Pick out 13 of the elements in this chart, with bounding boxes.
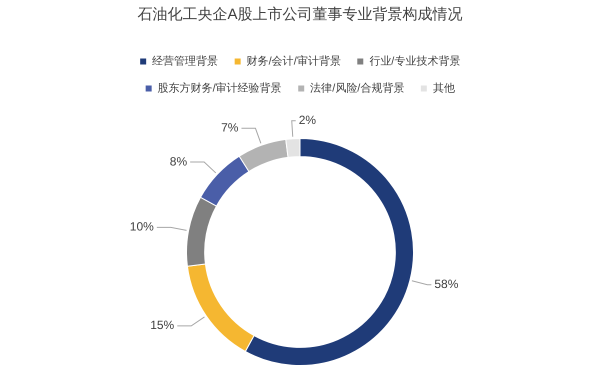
data-label: 58% (434, 277, 459, 292)
legend-label: 其他 (432, 82, 455, 95)
legend-label: 法律/风险/合规背景 (310, 82, 404, 95)
data-label: 8% (170, 154, 188, 168)
legend-label: 财务/会计/审计背景 (246, 54, 341, 68)
chart-title: 石油化工央企A股上市公司董事专业背景构成情况 (137, 6, 463, 24)
data-label: 15% (150, 318, 175, 332)
data-label: 10% (130, 220, 154, 234)
data-label: 7% (221, 120, 239, 135)
data-label: 2% (298, 113, 316, 128)
legend-label: 行业/专业技术背景 (369, 54, 460, 68)
legend-label: 股东方财务/审计经验背景 (158, 82, 282, 95)
legend-label: 经营管理背景 (152, 54, 218, 68)
